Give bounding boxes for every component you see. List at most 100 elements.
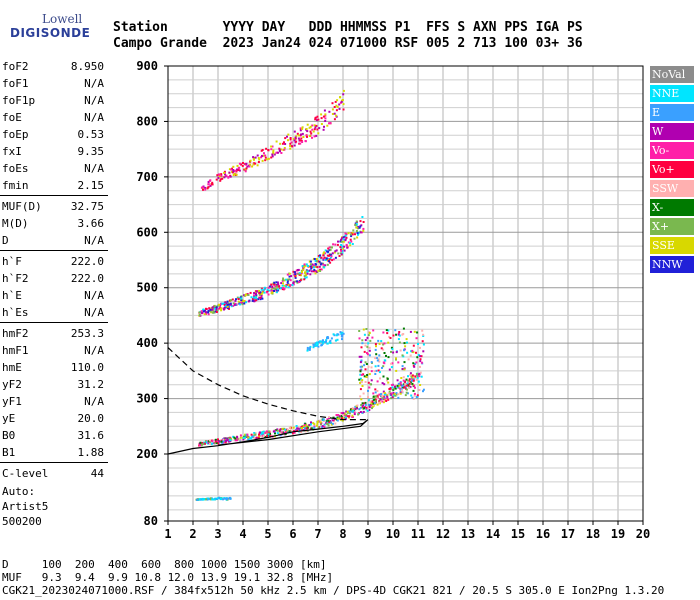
footer-line-1: D 100 200 400 600 800 1000 1500 3000 [km… [2,558,327,571]
echo-point [219,305,221,308]
echo-point [287,283,290,286]
echo-point [313,124,316,127]
footer-info: D 100 200 400 600 800 1000 1500 3000 [km… [2,558,664,597]
echo-point [258,435,261,438]
echo-point [255,299,258,302]
x-tick-label: 14 [486,527,500,541]
legend-item: NoVal [650,66,694,83]
echo-point [369,400,372,403]
echo-point [329,421,332,424]
echo-point [399,389,402,392]
echo-point [255,294,258,297]
echo-point [222,302,225,305]
echo-point [260,287,263,290]
param-value: 0.53 [77,128,105,141]
echo-point [404,380,406,383]
echo-point [335,109,338,112]
echo-point [232,165,235,168]
echo-point [400,388,403,391]
echo-point [361,342,364,345]
echo-point [292,282,295,285]
echo-point [251,165,254,168]
echo-point [332,416,335,419]
echo-point [370,404,373,407]
echo-point [251,435,254,438]
echo-point [310,266,313,269]
echo-point [386,377,389,380]
echo-point [314,116,317,119]
echo-point [361,231,363,234]
echo-point [355,226,358,229]
echo-point [301,271,303,273]
echo-point [330,337,333,340]
param-value: N/A [84,306,104,319]
echo-point [275,140,278,143]
echo-point [383,392,386,394]
echo-point [351,414,354,417]
echo-point [202,443,205,446]
echo-point [359,231,362,234]
echo-point [342,247,345,250]
param-value: 2.15 [77,179,105,192]
echo-point [359,225,362,228]
echo-point [341,334,344,337]
echo-point [392,392,395,394]
echo-point [418,372,421,375]
echo-point [248,165,251,168]
echo-point [278,285,281,288]
echo-point [390,393,393,396]
echo-point [311,128,314,131]
echo-point [420,361,423,364]
echo-point [350,410,353,413]
echo-point [272,152,275,155]
echo-point [390,350,392,353]
echo-point [234,302,237,305]
echo-point [209,184,212,187]
echo-point [300,137,303,140]
echo-point [290,429,292,432]
x-tick-label: 20 [636,527,650,541]
echo-point [243,436,246,439]
echo-point [319,254,322,257]
echo-point [375,353,378,356]
echo-point [257,161,260,163]
echo-point [325,420,328,423]
echo-point [415,337,418,340]
echo-point [202,310,205,313]
echo-point [360,398,363,401]
echo-point [342,93,345,96]
echo-point [295,425,298,427]
echo-point [311,263,314,266]
echo-point [245,162,248,165]
echo-point [289,279,292,282]
echo-point [276,288,279,291]
echo-point [342,103,345,106]
param-name: C-level [2,467,49,480]
echo-point [336,333,339,336]
echo-point [245,167,248,170]
echo-point [204,186,207,189]
echo-point [386,332,389,335]
echo-point [390,362,393,365]
echo-point [403,342,406,345]
echo-point [341,99,344,101]
param-name: D [2,234,9,247]
echo-point [375,398,377,401]
echo-point [373,402,376,405]
echo-point [322,115,325,118]
echo-point [341,419,344,422]
echo-point [362,227,365,230]
echo-point [358,378,361,381]
echo-point [340,238,343,241]
echo-point [234,437,237,440]
echo-point [211,440,214,442]
echo-point [216,309,219,312]
echo-point [211,498,214,501]
echo-point [265,147,268,150]
echo-point [246,165,249,168]
echo-point [379,399,382,402]
echo-point [381,382,384,385]
echo-point [413,330,416,333]
echo-point [264,159,267,162]
echo-point [366,374,369,376]
